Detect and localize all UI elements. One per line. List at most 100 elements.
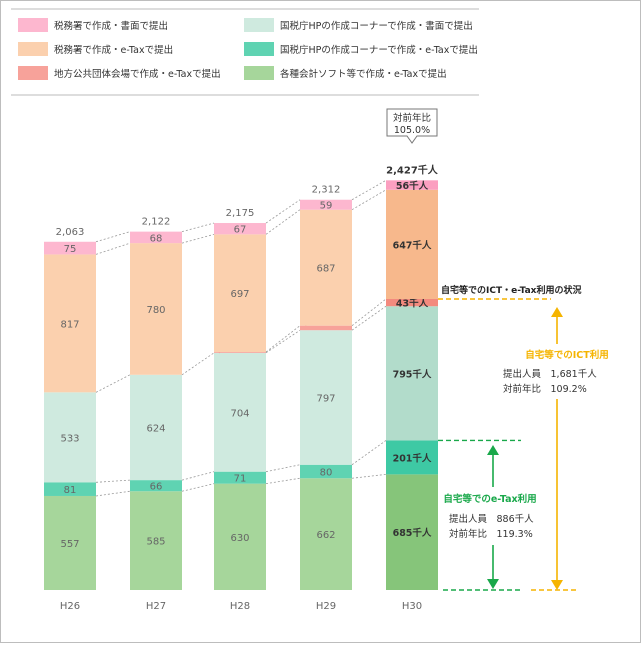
ict-arrow-head-up [551,307,563,317]
legend-label: 国税庁HPの作成コーナーで作成・書面で提出 [280,20,473,32]
bar-value-label: 56千人 [396,180,429,192]
bar-value-label: 201千人 [393,452,432,464]
legend-swatch [244,42,274,56]
bar-segment-h30 [386,306,438,441]
bar-segment-h29 [300,209,352,326]
etax-title: 自宅等でのe-Tax利用 [443,493,536,505]
bar-total-label: 2,175 [226,208,255,219]
legend-label: 地方公共団体会場で作成・e-Taxで提出 [54,68,221,80]
bar-segment-h27 [130,491,182,590]
etax-ratio: 対前年比 119.3% [449,528,533,540]
bar-value-label: 685千人 [393,527,432,539]
connector-line [95,490,131,497]
connector-line [265,464,301,473]
bar-total-label: 2,063 [56,227,85,238]
bar-segment-h29 [300,464,352,479]
connector-line [181,471,215,481]
etax-count: 提出人員 886千人 [449,513,534,525]
connector-line [265,209,301,235]
connector-line [351,440,387,466]
bar-value-label: 662 [316,530,335,541]
etax-arrow-head-down [487,579,499,589]
connector-line [95,479,131,483]
callout-value: 105.0% [394,125,430,136]
bar-segment-h30 [386,440,438,475]
bar-segment-h27 [130,231,182,244]
connector-line [351,298,387,326]
legend-swatch [244,18,274,32]
legend-label: 税務署で作成・書面で提出 [54,20,168,32]
x-tick-label: H30 [402,601,422,612]
bar-segment-h30 [386,298,438,307]
connector-line [181,352,215,376]
bar-segment-h29 [300,325,352,331]
x-tick-label: H28 [230,601,250,612]
connector-line [265,329,301,354]
bar-segment-h28 [214,223,266,235]
ict-section-title: 自宅等でのICT・e-Tax利用の状況 [441,284,581,296]
bar-value-label: 687 [316,264,335,275]
bar-value-label: 80 [320,468,333,479]
bar-segment-h26 [44,254,96,393]
callout-box [386,108,438,144]
ict-ratio: 対前年比 109.2% [503,383,587,395]
connector-line [351,473,387,479]
bar-segment-h27 [130,480,182,492]
bar-segment-h28 [214,483,266,590]
connector-line [351,179,387,201]
connector-line [181,483,215,492]
connector-line [265,325,301,353]
connector-line [351,189,387,211]
bar-segment-h28 [214,352,266,472]
connector-line [265,477,301,485]
connector-line [265,199,301,224]
ict-arrow-head-down [551,580,563,590]
bar-segment-h29 [300,330,352,465]
connector-line [95,374,131,393]
bar-segment-h26 [44,392,96,483]
bar-segment-h27 [130,243,182,375]
bar-segment-h27 [130,374,182,481]
x-tick-label: H29 [316,601,336,612]
legend-label: 国税庁HPの作成コーナーで作成・e-Taxで提出 [280,44,478,56]
legend-swatch [18,66,48,80]
bar-value-label: 817 [60,319,79,330]
bar-value-label: 647千人 [393,239,432,251]
legend-swatch [18,42,48,56]
bar-segment-h30 [386,180,438,190]
bar-value-label: 624 [146,423,165,434]
legend-swatch [244,66,274,80]
legend-swatch [18,18,48,32]
bar-segment-h29 [300,478,352,590]
bar-segment-h26 [44,495,96,590]
bar-value-label: 68 [150,233,163,244]
legend-label: 税務署で作成・e-Taxで提出 [54,44,173,56]
bar-segment-h30 [386,474,438,590]
bar-total-label: 2,427千人 [386,163,439,176]
connector-line [181,222,215,233]
bar-value-label: 795千人 [393,368,432,380]
ict-count: 提出人員 1,681千人 [503,368,597,380]
ict-title: 自宅等でのICT利用 [525,349,609,361]
legend-label: 各種会計ソフト等で作成・e-Taxで提出 [280,68,447,80]
connector-line [181,233,215,244]
bar-total-label: 2,312 [312,185,341,196]
bar-value-label: 630 [230,533,249,544]
bar-value-label: 697 [230,289,249,300]
bar-segment-h28 [214,471,266,484]
bar-segment-h28 [214,234,266,352]
x-tick-label: H26 [60,601,80,612]
bar-segment-h26 [44,482,96,496]
bar-value-label: 533 [60,433,79,444]
bar-value-label: 797 [316,393,335,404]
callout-label: 対前年比 [393,112,431,124]
bar-value-label: 43千人 [396,298,429,310]
bar-value-label: 585 [146,537,165,548]
bar-segment-h28 [214,351,266,353]
connector-line [95,231,131,243]
bar-total-label: 2,122 [142,217,171,228]
bar-value-label: 67 [234,225,247,236]
bar-value-label: 780 [146,305,165,316]
